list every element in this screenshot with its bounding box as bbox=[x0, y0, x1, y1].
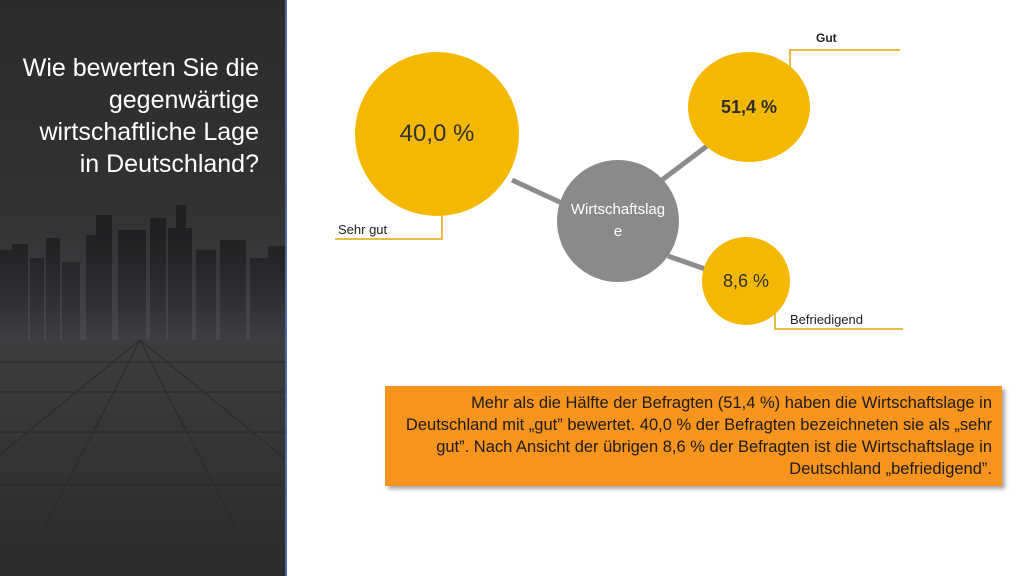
bubble-value-befriedigend: 8,6 % bbox=[722, 270, 770, 291]
center-node-label: Wirtschaftslage bbox=[570, 201, 666, 240]
bubble-befriedigend: 8,6 % bbox=[702, 237, 790, 325]
connector-sehr-gut bbox=[510, 177, 568, 208]
label-befriedigend: Befriedigend bbox=[790, 312, 863, 327]
callout-line-sehr-gut bbox=[335, 208, 443, 240]
connector-befriedigend bbox=[667, 253, 709, 273]
bubble-gut: 51,4 % bbox=[688, 52, 810, 162]
bubble-sehr-gut: 40,0 % bbox=[355, 52, 519, 216]
city-skyline-image bbox=[0, 205, 285, 576]
callout-line-gut bbox=[789, 49, 900, 70]
label-sehr-gut: Sehr gut bbox=[338, 222, 388, 237]
summary-text: Mehr als die Hälfte der Befragten (51,4 … bbox=[405, 394, 992, 478]
background-photo-panel: Wie bewerten Sie die gegenwärtige wirtsc… bbox=[0, 0, 287, 576]
callout-line-befriedigend bbox=[774, 310, 903, 330]
summary-box: Mehr als die Hälfte der Befragten (51,4 … bbox=[385, 386, 1002, 486]
label-gut: Gut bbox=[816, 31, 837, 45]
center-node: Wirtschaftslage bbox=[557, 160, 679, 282]
bubble-value-sehr-gut: 40,0 % bbox=[399, 120, 475, 147]
bubble-value-gut: 51,4 % bbox=[720, 96, 778, 117]
question-heading: Wie bewerten Sie die gegenwärtige wirtsc… bbox=[22, 54, 259, 178]
connector-gut bbox=[660, 144, 709, 182]
